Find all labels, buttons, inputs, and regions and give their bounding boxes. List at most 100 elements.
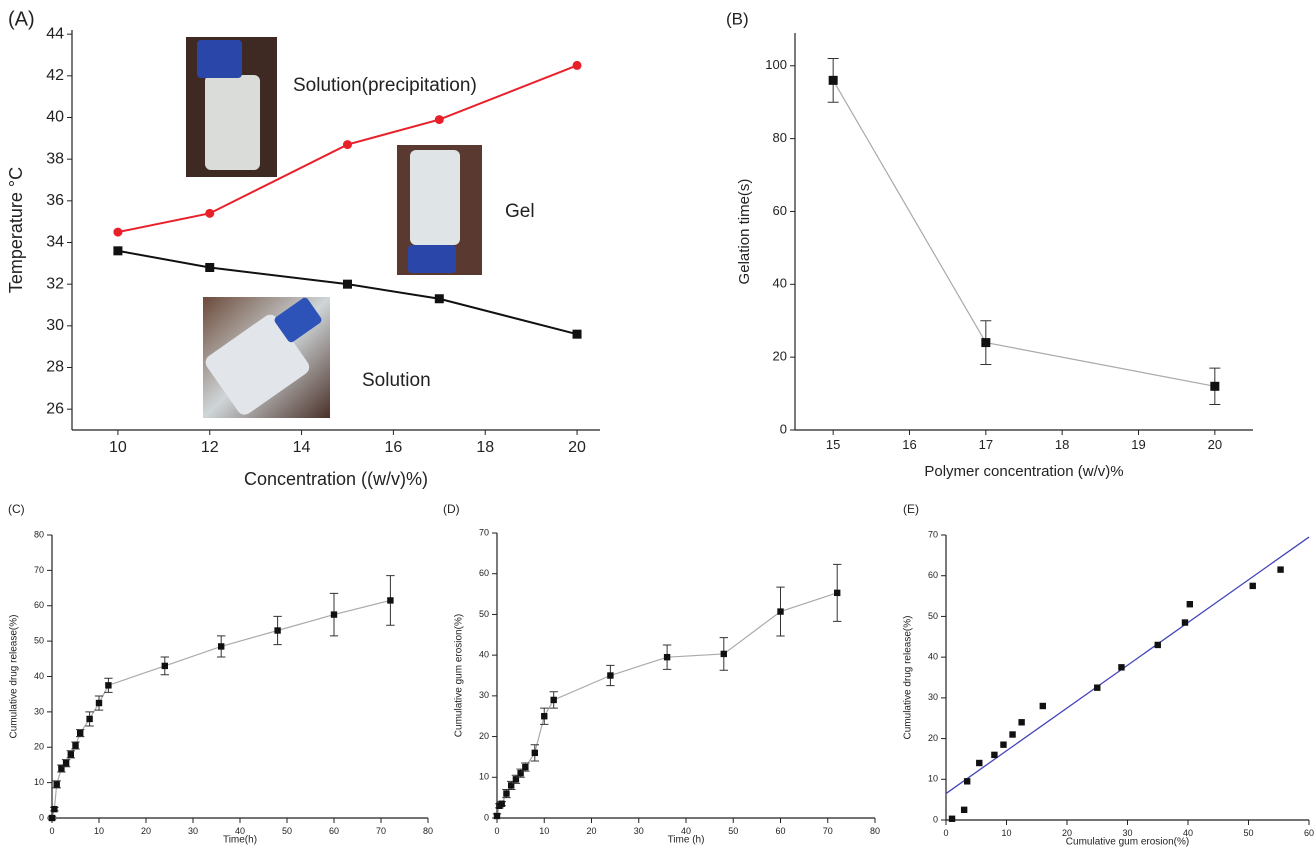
marker <box>72 742 79 749</box>
marker <box>828 75 838 85</box>
x-tick-label: 40 <box>235 826 245 836</box>
marker <box>1210 381 1220 391</box>
y-tick-label: 60 <box>479 568 489 578</box>
marker <box>1118 664 1125 671</box>
photo-precipitation <box>186 37 277 177</box>
x-tick-label: 10 <box>1001 828 1011 838</box>
y-axis-label: Gelation time(s) <box>736 179 753 285</box>
marker <box>541 713 548 720</box>
x-tick-label: 18 <box>1055 437 1069 452</box>
marker <box>342 279 352 289</box>
photo-solution <box>203 297 330 418</box>
panel-label: (D) <box>443 502 460 516</box>
marker <box>960 806 968 814</box>
marker <box>387 597 394 604</box>
marker <box>62 759 70 767</box>
x-axis-label: Concentration ((w/v)%) <box>244 469 428 489</box>
marker <box>1277 566 1284 573</box>
panel-label: (A) <box>8 8 35 30</box>
panel-label: (C) <box>8 502 25 516</box>
x-tick-label: 10 <box>94 826 104 836</box>
marker <box>95 699 103 707</box>
x-tick-label: 14 <box>293 439 311 456</box>
y-tick-label: 60 <box>34 600 44 610</box>
marker <box>434 115 444 125</box>
y-tick-label: 80 <box>773 130 787 145</box>
y-tick-label: 20 <box>479 731 489 741</box>
y-tick-label: 0 <box>484 812 489 822</box>
y-tick-label: 10 <box>34 777 44 787</box>
x-axis-label: Time (h) <box>668 835 705 846</box>
y-axis-label: Cumulative gum erosion(%) <box>454 614 465 737</box>
fit-line <box>945 536 1310 795</box>
x-tick-label: 20 <box>568 439 586 456</box>
x-tick-label: 30 <box>1122 828 1132 838</box>
marker <box>1154 641 1161 649</box>
series-line <box>117 249 578 336</box>
y-tick-label: 50 <box>928 611 938 621</box>
x-tick-label: 17 <box>979 437 993 452</box>
marker <box>517 770 524 777</box>
x-tick-label: 16 <box>384 439 402 456</box>
y-tick-label: 100 <box>765 57 787 72</box>
photo-gel <box>397 145 482 275</box>
marker <box>113 246 123 256</box>
x-tick-label: 70 <box>376 826 386 836</box>
marker <box>330 611 338 618</box>
y-tick-label: 32 <box>46 275 64 292</box>
marker <box>53 781 60 788</box>
x-tick-label: 50 <box>728 826 738 836</box>
y-tick-label: 20 <box>773 349 787 364</box>
series-line <box>832 80 1215 387</box>
marker <box>498 800 505 807</box>
x-tick-label: 18 <box>476 439 494 456</box>
marker <box>1249 582 1256 590</box>
marker <box>720 650 727 658</box>
y-tick-label: 28 <box>46 359 64 376</box>
x-tick-label: 30 <box>188 826 198 836</box>
marker <box>1009 731 1016 738</box>
y-tick-label: 40 <box>773 276 787 291</box>
marker <box>48 814 56 822</box>
y-tick-label: 42 <box>46 67 64 84</box>
marker <box>105 682 112 689</box>
marker <box>976 759 983 767</box>
marker <box>981 338 991 348</box>
y-tick-label: 0 <box>933 814 938 824</box>
marker <box>1000 741 1007 748</box>
y-tick-label: 40 <box>928 652 938 662</box>
x-tick-label: 0 <box>494 826 499 836</box>
marker <box>1039 702 1046 710</box>
marker <box>113 227 123 237</box>
x-axis-label: Polymer concentration (w/v)% <box>924 463 1123 480</box>
marker <box>663 653 671 661</box>
y-tick-label: 30 <box>479 690 489 700</box>
x-axis-label: Time(h) <box>223 835 257 846</box>
y-tick-label: 60 <box>928 570 938 580</box>
x-tick-label: 20 <box>1208 437 1222 452</box>
y-axis-label: Cumulative drug release(%) <box>903 616 914 740</box>
marker <box>531 749 538 757</box>
x-tick-label: 80 <box>423 826 433 836</box>
x-axis-label: Cumulative gum erosion(%) <box>1066 837 1189 848</box>
x-tick-label: 70 <box>823 826 833 836</box>
x-tick-label: 40 <box>681 826 691 836</box>
marker <box>342 140 352 150</box>
x-tick-label: 60 <box>329 826 339 836</box>
y-tick-label: 80 <box>34 529 44 539</box>
x-tick-label: 15 <box>826 437 840 452</box>
marker <box>572 60 582 70</box>
marker <box>1018 719 1025 726</box>
x-tick-label: 0 <box>943 828 948 838</box>
marker <box>963 778 971 785</box>
y-tick-label: 44 <box>46 25 64 42</box>
marker <box>777 608 784 615</box>
marker <box>67 751 74 758</box>
x-tick-label: 20 <box>141 826 151 836</box>
panel-label: (E) <box>903 502 919 516</box>
marker <box>1186 601 1194 608</box>
marker <box>503 790 510 797</box>
marker <box>205 263 215 272</box>
